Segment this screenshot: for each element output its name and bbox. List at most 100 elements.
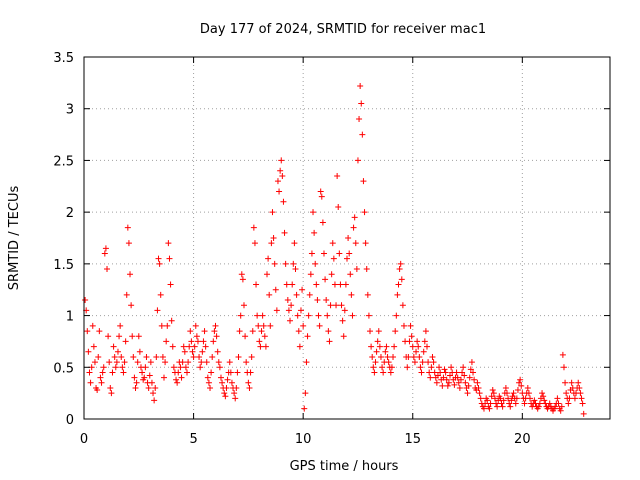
data-point bbox=[254, 312, 261, 319]
data-point bbox=[352, 240, 359, 247]
data-point bbox=[282, 260, 289, 267]
data-point bbox=[236, 328, 243, 335]
data-point bbox=[299, 286, 306, 293]
data-point bbox=[338, 302, 345, 309]
data-point bbox=[152, 384, 159, 391]
data-point bbox=[455, 379, 462, 386]
data-point bbox=[118, 353, 125, 360]
data-point bbox=[211, 328, 218, 335]
data-point bbox=[127, 271, 134, 278]
data-point bbox=[477, 395, 484, 402]
data-point bbox=[179, 359, 186, 366]
data-point bbox=[100, 364, 107, 371]
data-point bbox=[328, 271, 335, 278]
data-point bbox=[116, 333, 123, 340]
data-point bbox=[499, 403, 506, 410]
data-point bbox=[146, 372, 153, 379]
data-point bbox=[223, 384, 230, 391]
data-point bbox=[434, 372, 441, 379]
data-point bbox=[464, 390, 471, 397]
data-point bbox=[461, 372, 468, 379]
data-point bbox=[184, 369, 191, 376]
data-point bbox=[571, 395, 578, 402]
y-axis-ticks: 0 0.5 1 1.5 2 2.5 3 3.5 bbox=[53, 51, 610, 428]
data-point bbox=[313, 281, 320, 288]
x-tick-label: 0 bbox=[80, 432, 88, 447]
data-point bbox=[130, 353, 137, 360]
data-point bbox=[334, 172, 341, 179]
data-point bbox=[326, 338, 333, 345]
data-point bbox=[214, 348, 221, 355]
data-point bbox=[383, 343, 390, 350]
data-point bbox=[145, 384, 152, 391]
data-point bbox=[431, 369, 438, 376]
data-point bbox=[371, 369, 378, 376]
data-point bbox=[576, 384, 583, 391]
data-point bbox=[486, 405, 493, 412]
data-point bbox=[279, 172, 286, 179]
data-point bbox=[121, 359, 128, 366]
data-point bbox=[497, 395, 504, 402]
data-point bbox=[493, 400, 500, 407]
data-point bbox=[575, 379, 582, 386]
data-point bbox=[109, 369, 116, 376]
data-point bbox=[167, 281, 174, 288]
data-point bbox=[237, 312, 244, 319]
data-point bbox=[135, 333, 142, 340]
data-point bbox=[300, 322, 307, 329]
data-point bbox=[240, 302, 247, 309]
data-point bbox=[154, 307, 161, 314]
data-point bbox=[415, 343, 422, 350]
data-point bbox=[151, 397, 158, 404]
data-point bbox=[159, 353, 166, 360]
data-point bbox=[260, 322, 267, 329]
data-point bbox=[433, 379, 440, 386]
data-point bbox=[166, 255, 173, 262]
data-point bbox=[513, 395, 520, 402]
data-point bbox=[251, 240, 258, 247]
data-point bbox=[85, 348, 92, 355]
data-point bbox=[297, 307, 304, 314]
data-point bbox=[194, 338, 201, 345]
data-point bbox=[374, 338, 381, 345]
data-point bbox=[459, 369, 466, 376]
data-point bbox=[348, 291, 355, 298]
data-point bbox=[180, 343, 187, 350]
data-point bbox=[367, 328, 374, 335]
data-point bbox=[134, 359, 141, 366]
data-point bbox=[246, 384, 253, 391]
data-point bbox=[531, 397, 538, 404]
data-point bbox=[307, 271, 314, 278]
data-point bbox=[536, 400, 543, 407]
data-point bbox=[349, 312, 356, 319]
data-point bbox=[376, 343, 383, 350]
y-tick-label: 3.5 bbox=[53, 51, 74, 66]
data-point bbox=[306, 291, 313, 298]
data-point bbox=[150, 390, 157, 397]
data-point bbox=[276, 188, 283, 195]
data-point bbox=[474, 379, 481, 386]
data-point bbox=[361, 209, 368, 216]
data-point bbox=[255, 322, 262, 329]
data-point bbox=[535, 403, 542, 410]
data-point bbox=[440, 374, 447, 381]
data-point bbox=[189, 348, 196, 355]
data-point bbox=[301, 405, 308, 412]
data-point bbox=[216, 364, 223, 371]
data-point bbox=[186, 343, 193, 350]
data-point bbox=[436, 364, 443, 371]
data-point bbox=[258, 328, 265, 335]
data-point bbox=[517, 376, 524, 383]
data-point bbox=[193, 333, 200, 340]
data-point bbox=[322, 276, 329, 283]
data-point bbox=[266, 291, 273, 298]
data-point bbox=[267, 322, 274, 329]
data-point bbox=[280, 198, 287, 205]
data-point bbox=[387, 369, 394, 376]
data-point bbox=[333, 302, 340, 309]
y-tick-label: 3 bbox=[66, 103, 74, 118]
data-point bbox=[362, 240, 369, 247]
data-point bbox=[425, 359, 432, 366]
data-point bbox=[563, 390, 570, 397]
data-point bbox=[558, 403, 565, 410]
